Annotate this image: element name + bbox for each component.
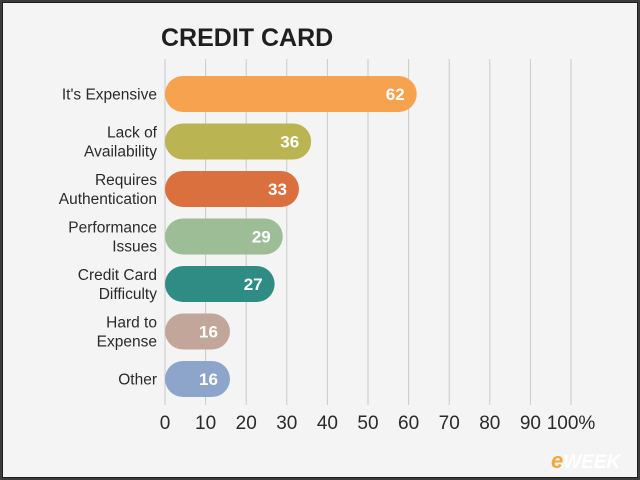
category-label: Hard to xyxy=(106,315,157,332)
svg-text:eWEEK: eWEEK xyxy=(551,448,622,473)
eweek-logo-text: WEEK xyxy=(563,452,621,473)
bar xyxy=(165,123,312,160)
category-label: Other xyxy=(118,372,157,389)
bar-value-label: 33 xyxy=(268,180,287,199)
chart-title: CREDIT CARD xyxy=(161,24,333,52)
category-label: Issues xyxy=(112,239,157,256)
bar-value-label: 27 xyxy=(244,275,263,294)
category-label: Performance xyxy=(68,220,157,237)
category-label: Credit Card xyxy=(78,267,157,284)
category-label: Availability xyxy=(84,144,157,161)
x-tick-label: 10 xyxy=(195,413,216,434)
x-tick-label: 30 xyxy=(276,413,297,434)
x-tick-label: 100% xyxy=(547,413,596,434)
eweek-logo: eWEEK xyxy=(551,448,622,473)
x-tick-label: 80 xyxy=(479,413,500,434)
x-tick-label: 20 xyxy=(236,413,257,434)
bar-value-label: 16 xyxy=(199,323,218,342)
bars: 62 36 33 29 27 16 16 xyxy=(165,76,417,397)
x-axis-ticks: 0 10 20 30 40 50 60 70 80 90 100% xyxy=(160,413,596,434)
bar-value-label: 62 xyxy=(386,85,405,104)
x-tick-label: 90 xyxy=(520,413,541,434)
bar xyxy=(165,171,299,207)
category-label: Lack of xyxy=(107,125,158,142)
x-tick-label: 60 xyxy=(398,413,419,434)
bar-value-label: 29 xyxy=(252,228,271,247)
x-tick-label: 50 xyxy=(357,413,378,434)
bar xyxy=(165,76,417,112)
category-label: It's Expensive xyxy=(62,87,157,104)
bar-value-label: 36 xyxy=(280,133,299,152)
bar-value-label: 16 xyxy=(199,370,218,389)
bar xyxy=(165,361,230,397)
category-label: Requires xyxy=(95,172,157,189)
x-tick-label: 40 xyxy=(317,413,338,434)
x-tick-label: 70 xyxy=(439,413,460,434)
x-tick-label: 0 xyxy=(160,413,171,434)
bar xyxy=(165,218,283,255)
bar xyxy=(165,313,230,350)
category-label: Expense xyxy=(97,334,157,351)
category-label: Authentication xyxy=(59,191,157,208)
category-labels: It's Expensive Lack of Availability Require… xyxy=(59,87,158,389)
grid-lines xyxy=(164,59,572,405)
credit-card-bar-chart: CREDIT CARD 62 36 33 29 27 16 16 It's Expensiv… xyxy=(59,24,622,473)
category-label: Difficulty xyxy=(99,286,158,303)
bar xyxy=(165,266,275,302)
